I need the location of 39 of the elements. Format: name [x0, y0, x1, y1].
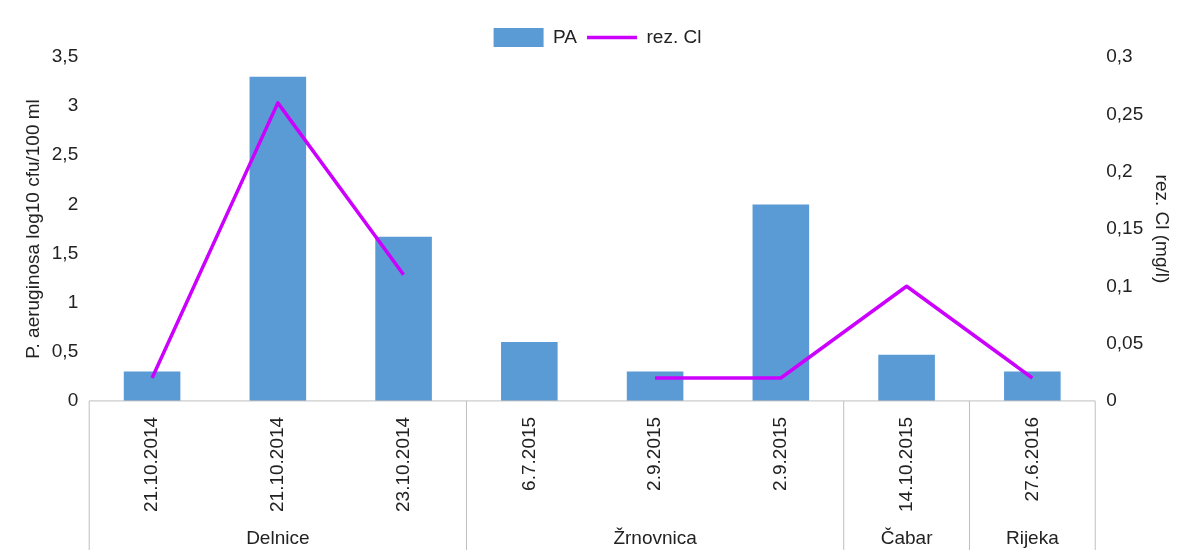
- text: Žrnovnica: [613, 526, 698, 548]
- y2-tick-label: 0,1: [1106, 274, 1133, 296]
- x-tick-label: 21.10.2014: [266, 416, 288, 512]
- bar: [878, 354, 935, 401]
- bar: [626, 371, 684, 401]
- y-tick-label: 0,5: [51, 340, 79, 362]
- x-tick-label: 21.10.2014: [140, 416, 162, 512]
- y-tick-label: 3: [67, 94, 79, 116]
- x-tick-label: 27.6.2016: [1020, 416, 1042, 502]
- y-tick-label: 0: [67, 389, 79, 411]
- y-tick-label: 2: [67, 192, 79, 214]
- bar: [752, 204, 810, 401]
- y2-tick-label: 0,25: [1106, 102, 1144, 124]
- x-tick-label: 2.9.2015: [769, 416, 791, 491]
- x-tick-label: 6.7.2015: [517, 416, 539, 491]
- y2-axis-title: rez. Cl (mg/l): [1152, 174, 1174, 284]
- y2-tick-label: 0,2: [1106, 159, 1133, 181]
- bar: [123, 371, 181, 401]
- bar: [375, 236, 432, 401]
- y2-tick-label: 0,05: [1106, 331, 1144, 353]
- x-tick-label: 14.10.2015: [894, 416, 916, 512]
- legend-label: PA: [553, 25, 578, 47]
- y2-tick-label: 0: [1106, 389, 1117, 411]
- text: Rijeka: [1005, 526, 1060, 548]
- y-axis-title: P. aeruginosa log10 cfu/100 ml: [21, 99, 43, 359]
- bar: [501, 341, 558, 401]
- y2-tick-label: 0,15: [1106, 217, 1144, 239]
- legend-label: rez. Cl: [646, 25, 702, 47]
- y-tick-label: 3,5: [51, 45, 79, 67]
- bar: [249, 76, 307, 401]
- bar: [1004, 371, 1061, 401]
- text: Čabar: [880, 526, 934, 548]
- x-tick-label: 23.10.2014: [391, 416, 413, 512]
- y-tick-label: 2,5: [51, 143, 79, 165]
- text: Delnice: [246, 526, 310, 548]
- y-tick-label: 1,5: [51, 241, 79, 263]
- y2-tick-label: 0,3: [1106, 45, 1133, 67]
- x-tick-label: 2.9.2015: [643, 416, 665, 491]
- y-tick-label: 1: [67, 290, 79, 312]
